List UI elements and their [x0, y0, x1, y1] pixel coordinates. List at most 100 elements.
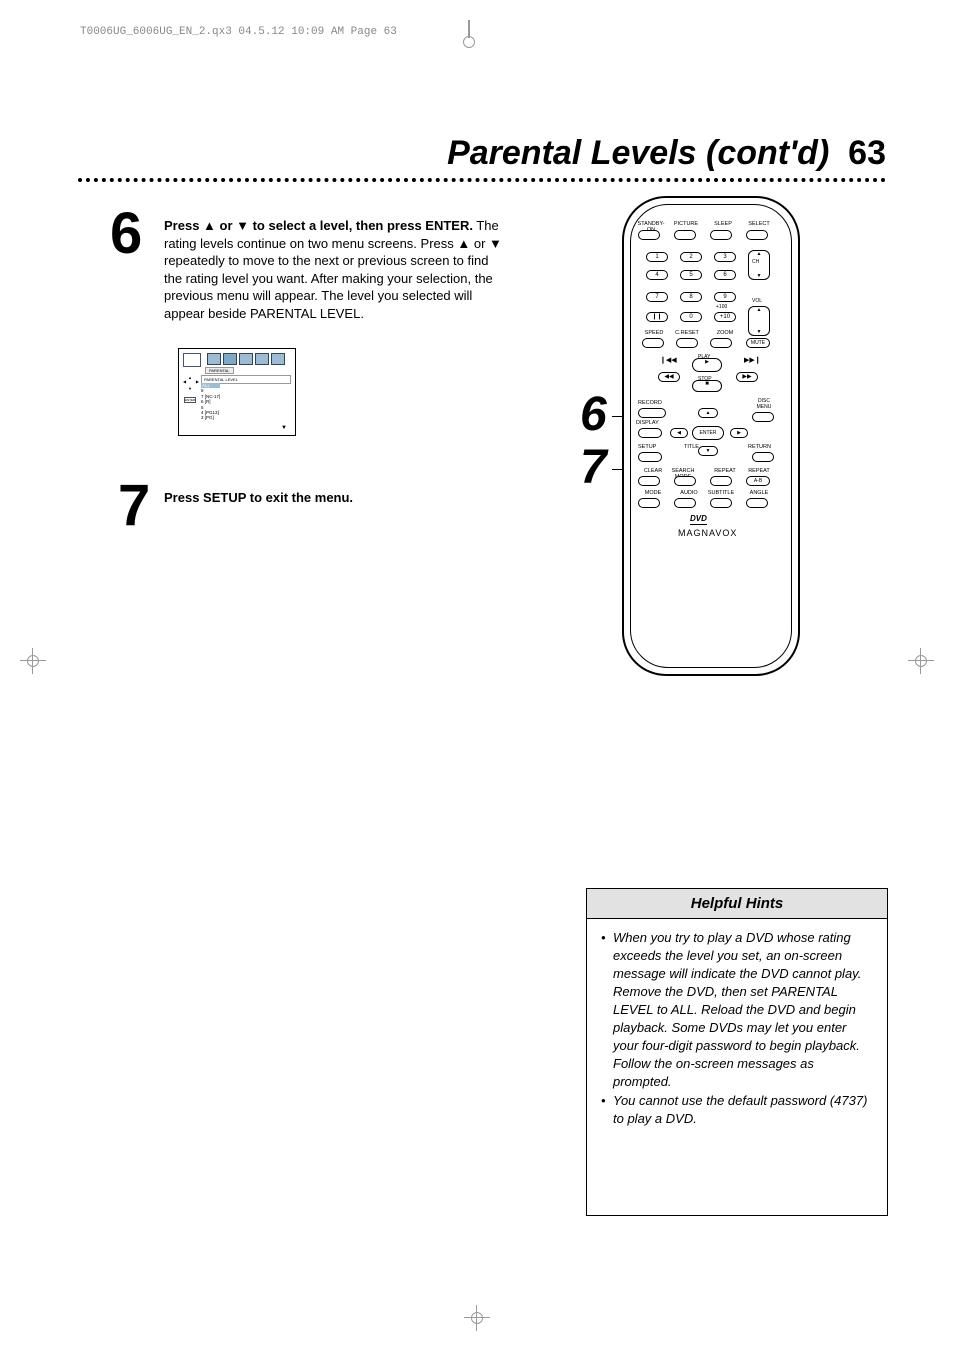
num-6-button[interactable]: 6 [714, 270, 736, 280]
hint-item-2: You cannot use the default password (473… [601, 1092, 873, 1128]
menu-cursor-cross: ▲ ▼ ◀ ▶ [183, 375, 197, 389]
prev-icon: ❙◀◀ [660, 356, 677, 364]
creset-button[interactable] [676, 338, 698, 348]
record-label: RECORD [638, 400, 662, 406]
num-9-button[interactable]: 9 [714, 292, 736, 302]
zoom-button[interactable] [710, 338, 732, 348]
num-8-button[interactable]: 8 [680, 292, 702, 302]
picture-button[interactable] [674, 230, 696, 240]
zoom-label: ZOOM [710, 330, 740, 336]
clear-label: CLEAR [638, 468, 668, 474]
menu-down-arrow: ▼ [281, 425, 287, 431]
next-icon: ▶▶❙ [744, 356, 761, 364]
repeat-ab-label: REPEAT [744, 468, 774, 474]
return-button[interactable] [752, 452, 774, 462]
picture-label: PICTURE [671, 221, 701, 227]
parental-menu-screenshot: PARENTAL PARENTAL LEVEL ALL 8 7 [NC-17] … [178, 348, 296, 436]
step-6-text: Press ▲ or ▼ to select a level, then pre… [164, 217, 509, 322]
pause-button[interactable]: ❙❙ [646, 312, 668, 322]
speed-label: SPEED [639, 330, 669, 336]
standby-button[interactable] [638, 230, 660, 240]
menu-item: 3 [PG] [201, 415, 220, 420]
num-plus10-button[interactable]: +10 [714, 312, 736, 322]
repeat-button[interactable] [710, 476, 732, 486]
page-title-text: Parental Levels (cont'd) [447, 134, 829, 172]
dpad-left-button[interactable]: ◀ [670, 428, 688, 438]
audio-label: AUDIO [674, 490, 704, 496]
speed-button[interactable] [642, 338, 664, 348]
disc-menu-button[interactable] [752, 412, 774, 422]
volume-rocker[interactable] [748, 306, 770, 336]
disc-menu-label: DISC MENU [752, 398, 776, 410]
title-divider [78, 178, 886, 182]
menu-tv-icon [183, 353, 201, 367]
dpad-down-button[interactable]: ▼ [698, 446, 718, 456]
fastforward-button[interactable]: ▶▶ [736, 372, 758, 382]
menu-level-list: ALL 8 7 [NC-17] 6 [R] 5 4 [PG13] 3 [PG] [201, 383, 220, 421]
dpad-up-button[interactable]: ▲ [698, 408, 718, 418]
subtitle-label: SUBTITLE [706, 490, 736, 496]
channel-rocker[interactable] [748, 250, 770, 280]
mode-label: MODE [638, 490, 668, 496]
num-7-button[interactable]: 7 [646, 292, 668, 302]
helpful-hints-box: Helpful Hints When you try to play a DVD… [586, 888, 888, 1216]
volume-label: VOL [752, 298, 762, 304]
step-7-number: 7 [118, 472, 150, 539]
num-3-button[interactable]: 3 [714, 252, 736, 262]
mode-button[interactable] [638, 498, 660, 508]
menu-parental-tab: PARENTAL [205, 367, 234, 374]
page-title: Parental Levels (cont'd) 63 [447, 134, 886, 173]
angle-button[interactable] [746, 498, 768, 508]
num-1-button[interactable]: 1 [646, 252, 668, 262]
return-label: RETURN [748, 444, 771, 450]
play-button[interactable] [692, 358, 722, 372]
remote-diagram: 6 7 STANDBY-ON PICTURE SLEEP SELECT 1 2 … [580, 192, 920, 692]
creset-label: C.RESET [672, 330, 702, 336]
crop-mark-bottom [464, 1305, 490, 1331]
brand-label: MAGNAVOX [678, 528, 737, 538]
hint-item-1: When you try to play a DVD whose rating … [601, 929, 873, 1090]
setup-label: SETUP [638, 444, 656, 450]
file-header: T0006UG_6006UG_EN_2.qx3 04.5.12 10:09 AM… [80, 26, 397, 38]
title-label: TITLE [684, 444, 699, 450]
repeat-label: REPEAT [710, 468, 740, 474]
clear-button[interactable] [638, 476, 660, 486]
dvd-logo: DVD [690, 514, 707, 525]
num-5-button[interactable]: 5 [680, 270, 702, 280]
callout-6: 6 [580, 387, 607, 442]
audio-button[interactable] [674, 498, 696, 508]
step-6-number: 6 [110, 200, 142, 267]
num-4-button[interactable]: 4 [646, 270, 668, 280]
menu-enter-label: ENTER [184, 397, 196, 403]
search-button[interactable] [674, 476, 696, 486]
crop-mark-left [20, 648, 46, 674]
mute-button[interactable]: MUTE [746, 338, 770, 348]
helpful-hints-body: When you try to play a DVD whose rating … [587, 919, 887, 1140]
stop-button[interactable]: ■ [692, 380, 722, 392]
num-2-button[interactable]: 2 [680, 252, 702, 262]
dpad-right-button[interactable]: ▶ [730, 428, 748, 438]
enter-button[interactable]: ENTER [692, 426, 724, 440]
plus100-label: +100 [716, 304, 727, 310]
crop-mark-right [908, 648, 934, 674]
repeat-ab-button[interactable]: A-B [746, 476, 770, 486]
select-button[interactable] [746, 230, 768, 240]
display-button[interactable] [638, 428, 662, 438]
angle-label: ANGLE [744, 490, 774, 496]
sleep-button[interactable] [710, 230, 732, 240]
step-6-lead: Press ▲ or ▼ to select a level, then pre… [164, 218, 473, 233]
num-0-button[interactable]: 0 [680, 312, 702, 322]
select-label: SELECT [744, 221, 774, 227]
setup-button[interactable] [638, 452, 662, 462]
helpful-hints-title: Helpful Hints [587, 889, 887, 919]
menu-tabs [207, 353, 285, 365]
sleep-label: SLEEP [708, 221, 738, 227]
remote-control: STANDBY-ON PICTURE SLEEP SELECT 1 2 3 4 … [622, 196, 800, 676]
callout-7: 7 [580, 440, 607, 495]
record-button[interactable] [638, 408, 666, 418]
channel-label: CH [752, 259, 759, 265]
subtitle-button[interactable] [710, 498, 732, 508]
crop-mark-top [455, 28, 485, 58]
rewind-button[interactable]: ◀◀ [658, 372, 680, 382]
display-label: DISPLAY [636, 420, 659, 426]
